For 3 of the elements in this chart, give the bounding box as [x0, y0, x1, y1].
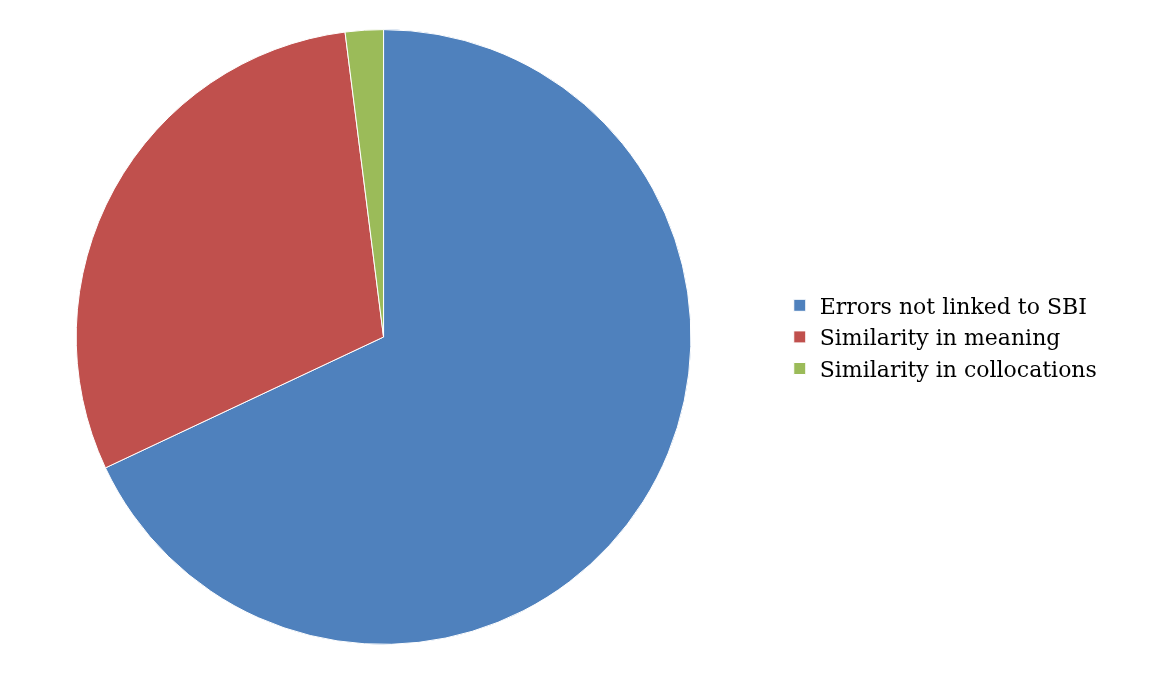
legend-label: Similarity in meaning — [819, 325, 1061, 351]
legend-label: Similarity in collocations — [819, 357, 1097, 383]
legend-label: Errors not linked to SBI — [819, 293, 1087, 319]
